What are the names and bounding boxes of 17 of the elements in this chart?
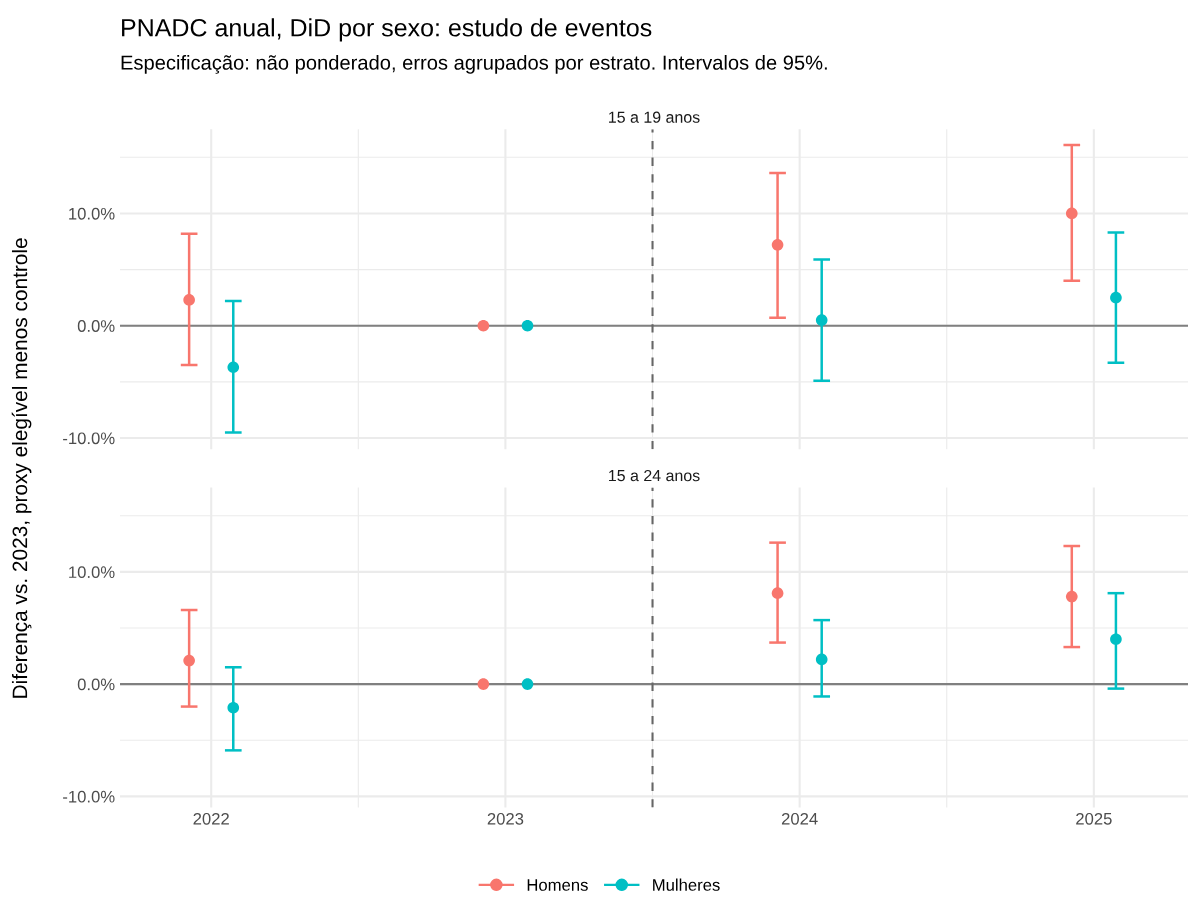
chart-subtitle: Especificação: não ponderado, erros agrupados por estrato. Intervalos de 95%. [121, 54, 827, 74]
y-tick-label: 10.0% [69, 207, 115, 220]
text: 15 a 24 anos [609, 469, 700, 482]
x-tick-label: 2022 [193, 812, 229, 825]
x-tick-label: 2024 [781, 812, 818, 825]
legend-label: Homens [527, 879, 588, 891]
x-tick-label: 2023 [487, 812, 524, 825]
text: 15 a 19 anos [609, 111, 700, 123]
legend-label: Mulheres [653, 878, 720, 891]
chart-title: PNADC anual, DiD por sexo: estudo de eventos [122, 18, 652, 42]
x-tick-label: 2025 [1076, 812, 1112, 825]
y-tick-label: -10.0% [63, 790, 115, 803]
y-tick-label: 0.0% [77, 678, 115, 691]
y-axis-title: Diferença vs. 2023, proxy elegível menos controle [11, 238, 32, 698]
y-tick-label: 10.0% [69, 566, 115, 579]
y-tick-label: -10.0% [63, 432, 115, 445]
y-tick-label: 0.0% [77, 320, 115, 332]
